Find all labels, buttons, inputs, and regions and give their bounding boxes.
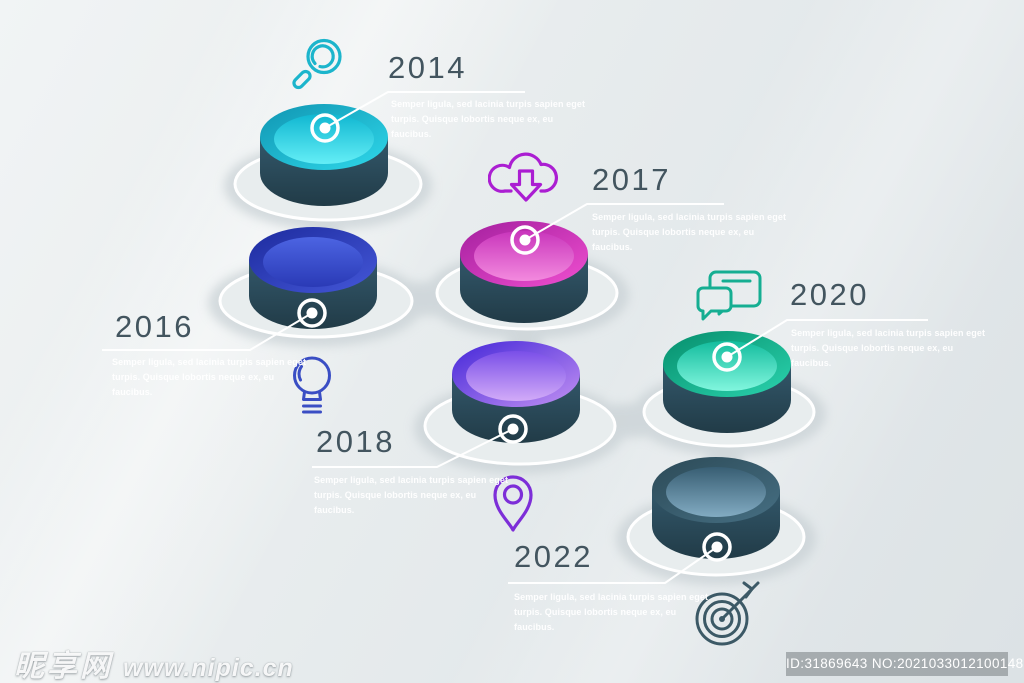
year-label-2018: 2018 — [316, 424, 395, 459]
milestone-description: Semper ligula, sed lacinia turpis sapien… — [391, 99, 586, 139]
callout-2017 — [510, 203, 724, 255]
watermark-url: www.nipic.cn — [123, 654, 294, 682]
cylinder-2020 — [663, 331, 791, 433]
cylinder-2022 — [652, 457, 780, 559]
cylinder-2018 — [452, 341, 580, 443]
year-label-2022: 2022 — [514, 539, 593, 574]
milestone-description: Semper ligula, sed lacinia turpis sapien… — [314, 475, 509, 515]
cloud-download-icon — [488, 148, 564, 208]
callout-2014 — [310, 91, 525, 143]
cylinder-2016 — [249, 227, 377, 329]
callout-2022 — [508, 532, 732, 584]
milestone-description: Semper ligula, sed lacinia turpis sapien… — [592, 212, 787, 252]
milestone-description: Semper ligula, sed lacinia turpis sapien… — [112, 357, 307, 397]
year-label-2014: 2014 — [388, 50, 467, 85]
callout-2020 — [712, 319, 928, 372]
magnifier-icon — [286, 34, 348, 96]
watermark-site-name: 昵享网 — [14, 650, 113, 683]
year-label-2016: 2016 — [115, 309, 194, 344]
cylinder-2014 — [260, 104, 388, 206]
milestone-description: Semper ligula, sed lacinia turpis sapien… — [514, 592, 709, 632]
callout-2016 — [102, 298, 327, 351]
watermark: 昵享网 www.nipic.cn — [14, 641, 294, 683]
year-label-2017: 2017 — [592, 162, 671, 197]
location-pin-icon — [487, 471, 539, 535]
image-id-badge: ID:31869643 NO:20210330121001480100 — [786, 652, 1024, 676]
chat-bubbles-icon — [696, 266, 762, 326]
target-icon — [689, 579, 767, 649]
callout-2018 — [312, 414, 528, 468]
milestone-description: Semper ligula, sed lacinia turpis sapien… — [791, 328, 986, 368]
lightbulb-icon — [288, 354, 336, 424]
year-label-2020: 2020 — [790, 277, 869, 312]
